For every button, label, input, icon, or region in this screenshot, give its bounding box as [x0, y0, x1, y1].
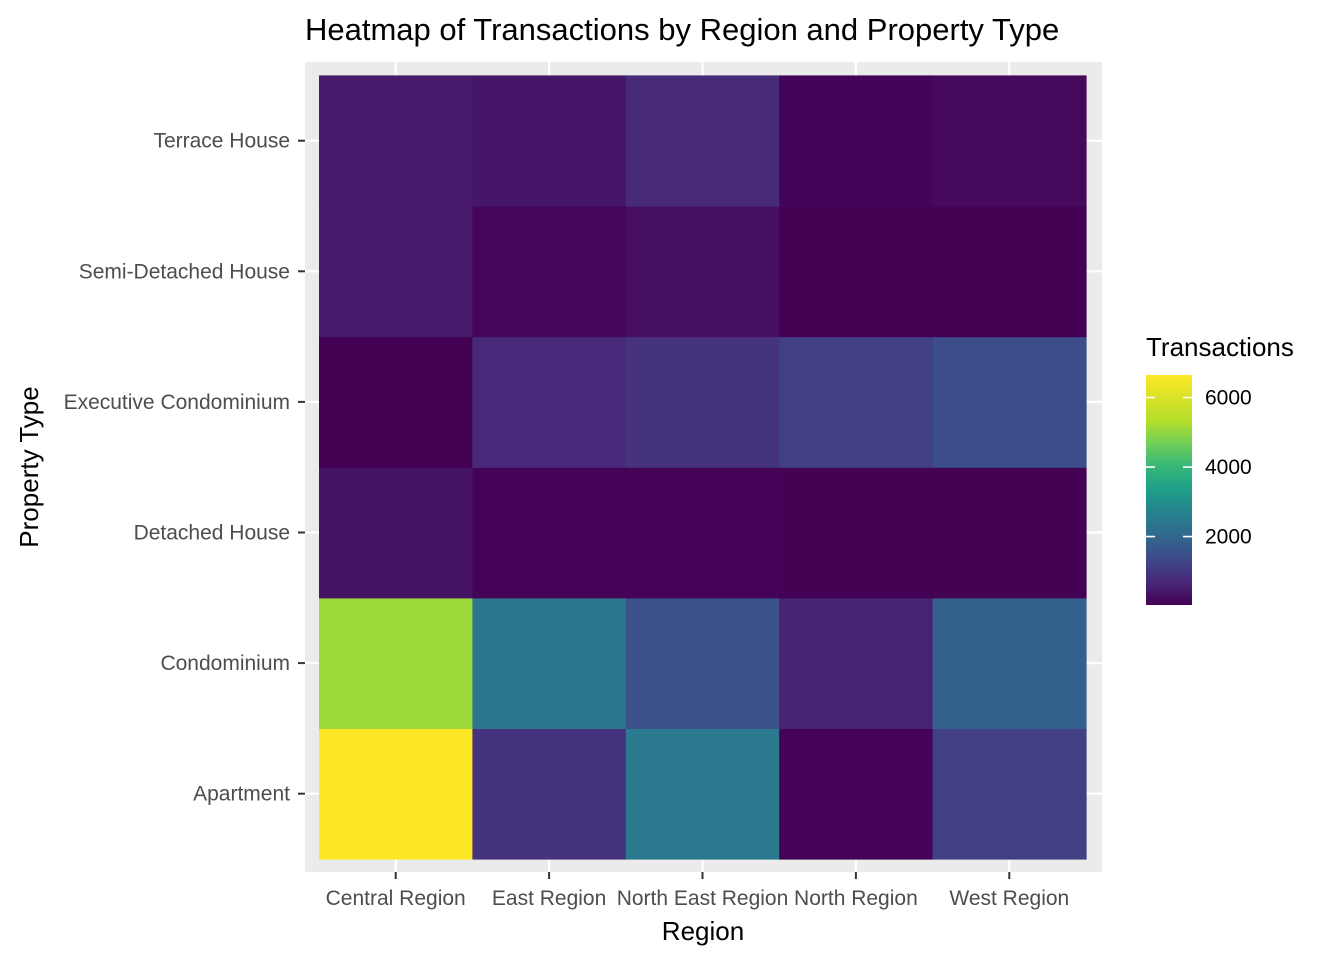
heatmap-cell [625, 75, 780, 207]
y-tick-label: Terrace House [153, 130, 290, 153]
heatmap-cell [472, 728, 627, 860]
x-axis: Central Region East Region North East Regi… [326, 872, 1069, 910]
heatmap-cell [319, 597, 473, 729]
heatmap-cell [932, 206, 1087, 338]
y-tick-label: Apartment [193, 783, 290, 806]
legend-title: Transactions [1146, 332, 1294, 362]
heatmap-cell [625, 597, 780, 729]
heatmap-cell [319, 75, 473, 207]
legend-tick-label: 2000 [1205, 526, 1252, 549]
x-axis-title: Region [662, 916, 744, 946]
heatmap-cell [472, 467, 627, 599]
y-tick-label: Executive Condominium [64, 391, 290, 414]
x-tick-label: Central Region [326, 887, 466, 910]
heatmap-cell [932, 75, 1087, 207]
heatmap-cell [779, 75, 934, 207]
x-tick-label: West Region [949, 887, 1069, 910]
heatmap-cell [932, 728, 1087, 860]
heatmap-cell [625, 728, 780, 860]
x-tick-label: East Region [492, 887, 606, 910]
heatmap-cell [319, 206, 473, 338]
heatmap-cell [472, 597, 627, 729]
heatmap-cell [319, 336, 473, 468]
y-axis-title: Property Type [14, 386, 44, 547]
heatmap-cell [625, 206, 780, 338]
y-tick-label: Condominium [160, 652, 290, 675]
heatmap-cell [932, 597, 1087, 729]
heatmap-cell [932, 467, 1087, 599]
heatmap-cell [472, 206, 627, 338]
x-tick-label: North East Region [617, 887, 789, 910]
heatmap-cell [779, 336, 934, 468]
heatmap-cell [932, 336, 1087, 468]
heatmap-cells [319, 75, 1087, 860]
heatmap-cell [319, 467, 473, 599]
legend-ticks: 2000 4000 6000 [1146, 387, 1252, 549]
heatmap-cell [472, 336, 627, 468]
x-tick-label: North Region [794, 887, 918, 910]
y-tick-label: Detached House [134, 522, 290, 545]
heatmap-cell [779, 597, 934, 729]
heatmap-cell [472, 75, 627, 207]
heatmap-cell [319, 728, 473, 860]
heatmap-cell [779, 206, 934, 338]
heatmap-cell [625, 467, 780, 599]
heatmap-cell [779, 467, 934, 599]
heatmap-cell [779, 728, 934, 860]
legend-tick-label: 4000 [1205, 456, 1252, 479]
y-tick-label: Semi-Detached House [79, 260, 290, 283]
y-axis: Apartment Condominium Detached House Execut… [64, 130, 305, 806]
legend-tick-label: 6000 [1205, 387, 1252, 410]
color-legend: Transactions 2000 4000 6000 [1146, 332, 1294, 605]
heatmap-cell [625, 336, 780, 468]
chart-title: Heatmap of Transactions by Region and Pr… [305, 12, 1059, 47]
legend-colorbar [1146, 375, 1192, 605]
